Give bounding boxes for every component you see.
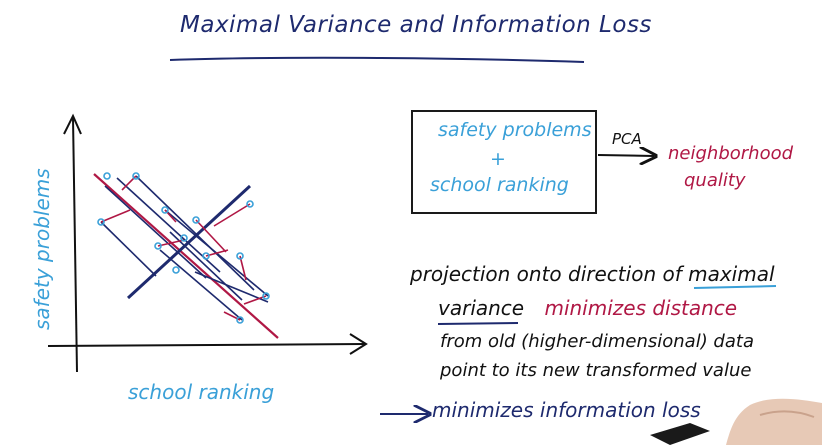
y-axis-label: safety problems bbox=[30, 168, 54, 330]
data-point bbox=[161, 206, 169, 214]
data-points bbox=[97, 172, 270, 324]
note-line-1-text: projection onto direction of bbox=[410, 262, 689, 286]
page-title: Maximal Variance and Information Loss bbox=[180, 12, 652, 38]
data-point bbox=[236, 316, 244, 324]
data-point bbox=[192, 216, 200, 224]
pca-label: PCA bbox=[612, 130, 642, 148]
pca-arrow bbox=[597, 155, 654, 156]
orthogonal-direction-line bbox=[126, 184, 252, 300]
underline-maximal bbox=[693, 285, 777, 289]
data-point bbox=[236, 252, 244, 260]
max-variance-direction-line bbox=[93, 173, 279, 339]
box-line-2: + bbox=[490, 148, 506, 170]
output-line-1: neighborhood bbox=[668, 143, 794, 164]
note-minimizes-distance: minimizes distance bbox=[544, 296, 738, 320]
title-underline bbox=[169, 56, 585, 63]
data-point bbox=[246, 200, 254, 208]
data-point bbox=[132, 172, 140, 180]
data-point bbox=[172, 266, 180, 274]
note-variance: variance bbox=[438, 296, 525, 320]
data-point bbox=[154, 242, 162, 250]
data-point bbox=[103, 172, 111, 180]
x-axis bbox=[47, 333, 368, 355]
note-maximal: maximal bbox=[688, 262, 775, 286]
hand-with-marker-image bbox=[650, 398, 822, 445]
residual-lines bbox=[100, 175, 267, 321]
note-line-2: variance minimizes distance bbox=[438, 296, 737, 320]
y-axis bbox=[63, 113, 82, 373]
data-point bbox=[97, 218, 105, 226]
output-line-2: quality bbox=[684, 170, 746, 191]
x-axis-label: school ranking bbox=[128, 380, 275, 404]
data-point bbox=[202, 252, 210, 260]
note-line-5: minimizes information loss bbox=[432, 398, 701, 422]
note-line-1: projection onto direction of maximal bbox=[410, 262, 775, 286]
note-line-3: from old (higher-dimensional) data bbox=[440, 331, 754, 352]
box-line-1: safety problems bbox=[438, 119, 592, 141]
input-features-box bbox=[411, 110, 597, 214]
underline-variance bbox=[437, 322, 519, 325]
note-line-4: point to its new transformed value bbox=[440, 360, 752, 381]
data-point bbox=[180, 234, 188, 242]
data-point bbox=[262, 292, 270, 300]
box-line-3: school ranking bbox=[430, 174, 569, 196]
